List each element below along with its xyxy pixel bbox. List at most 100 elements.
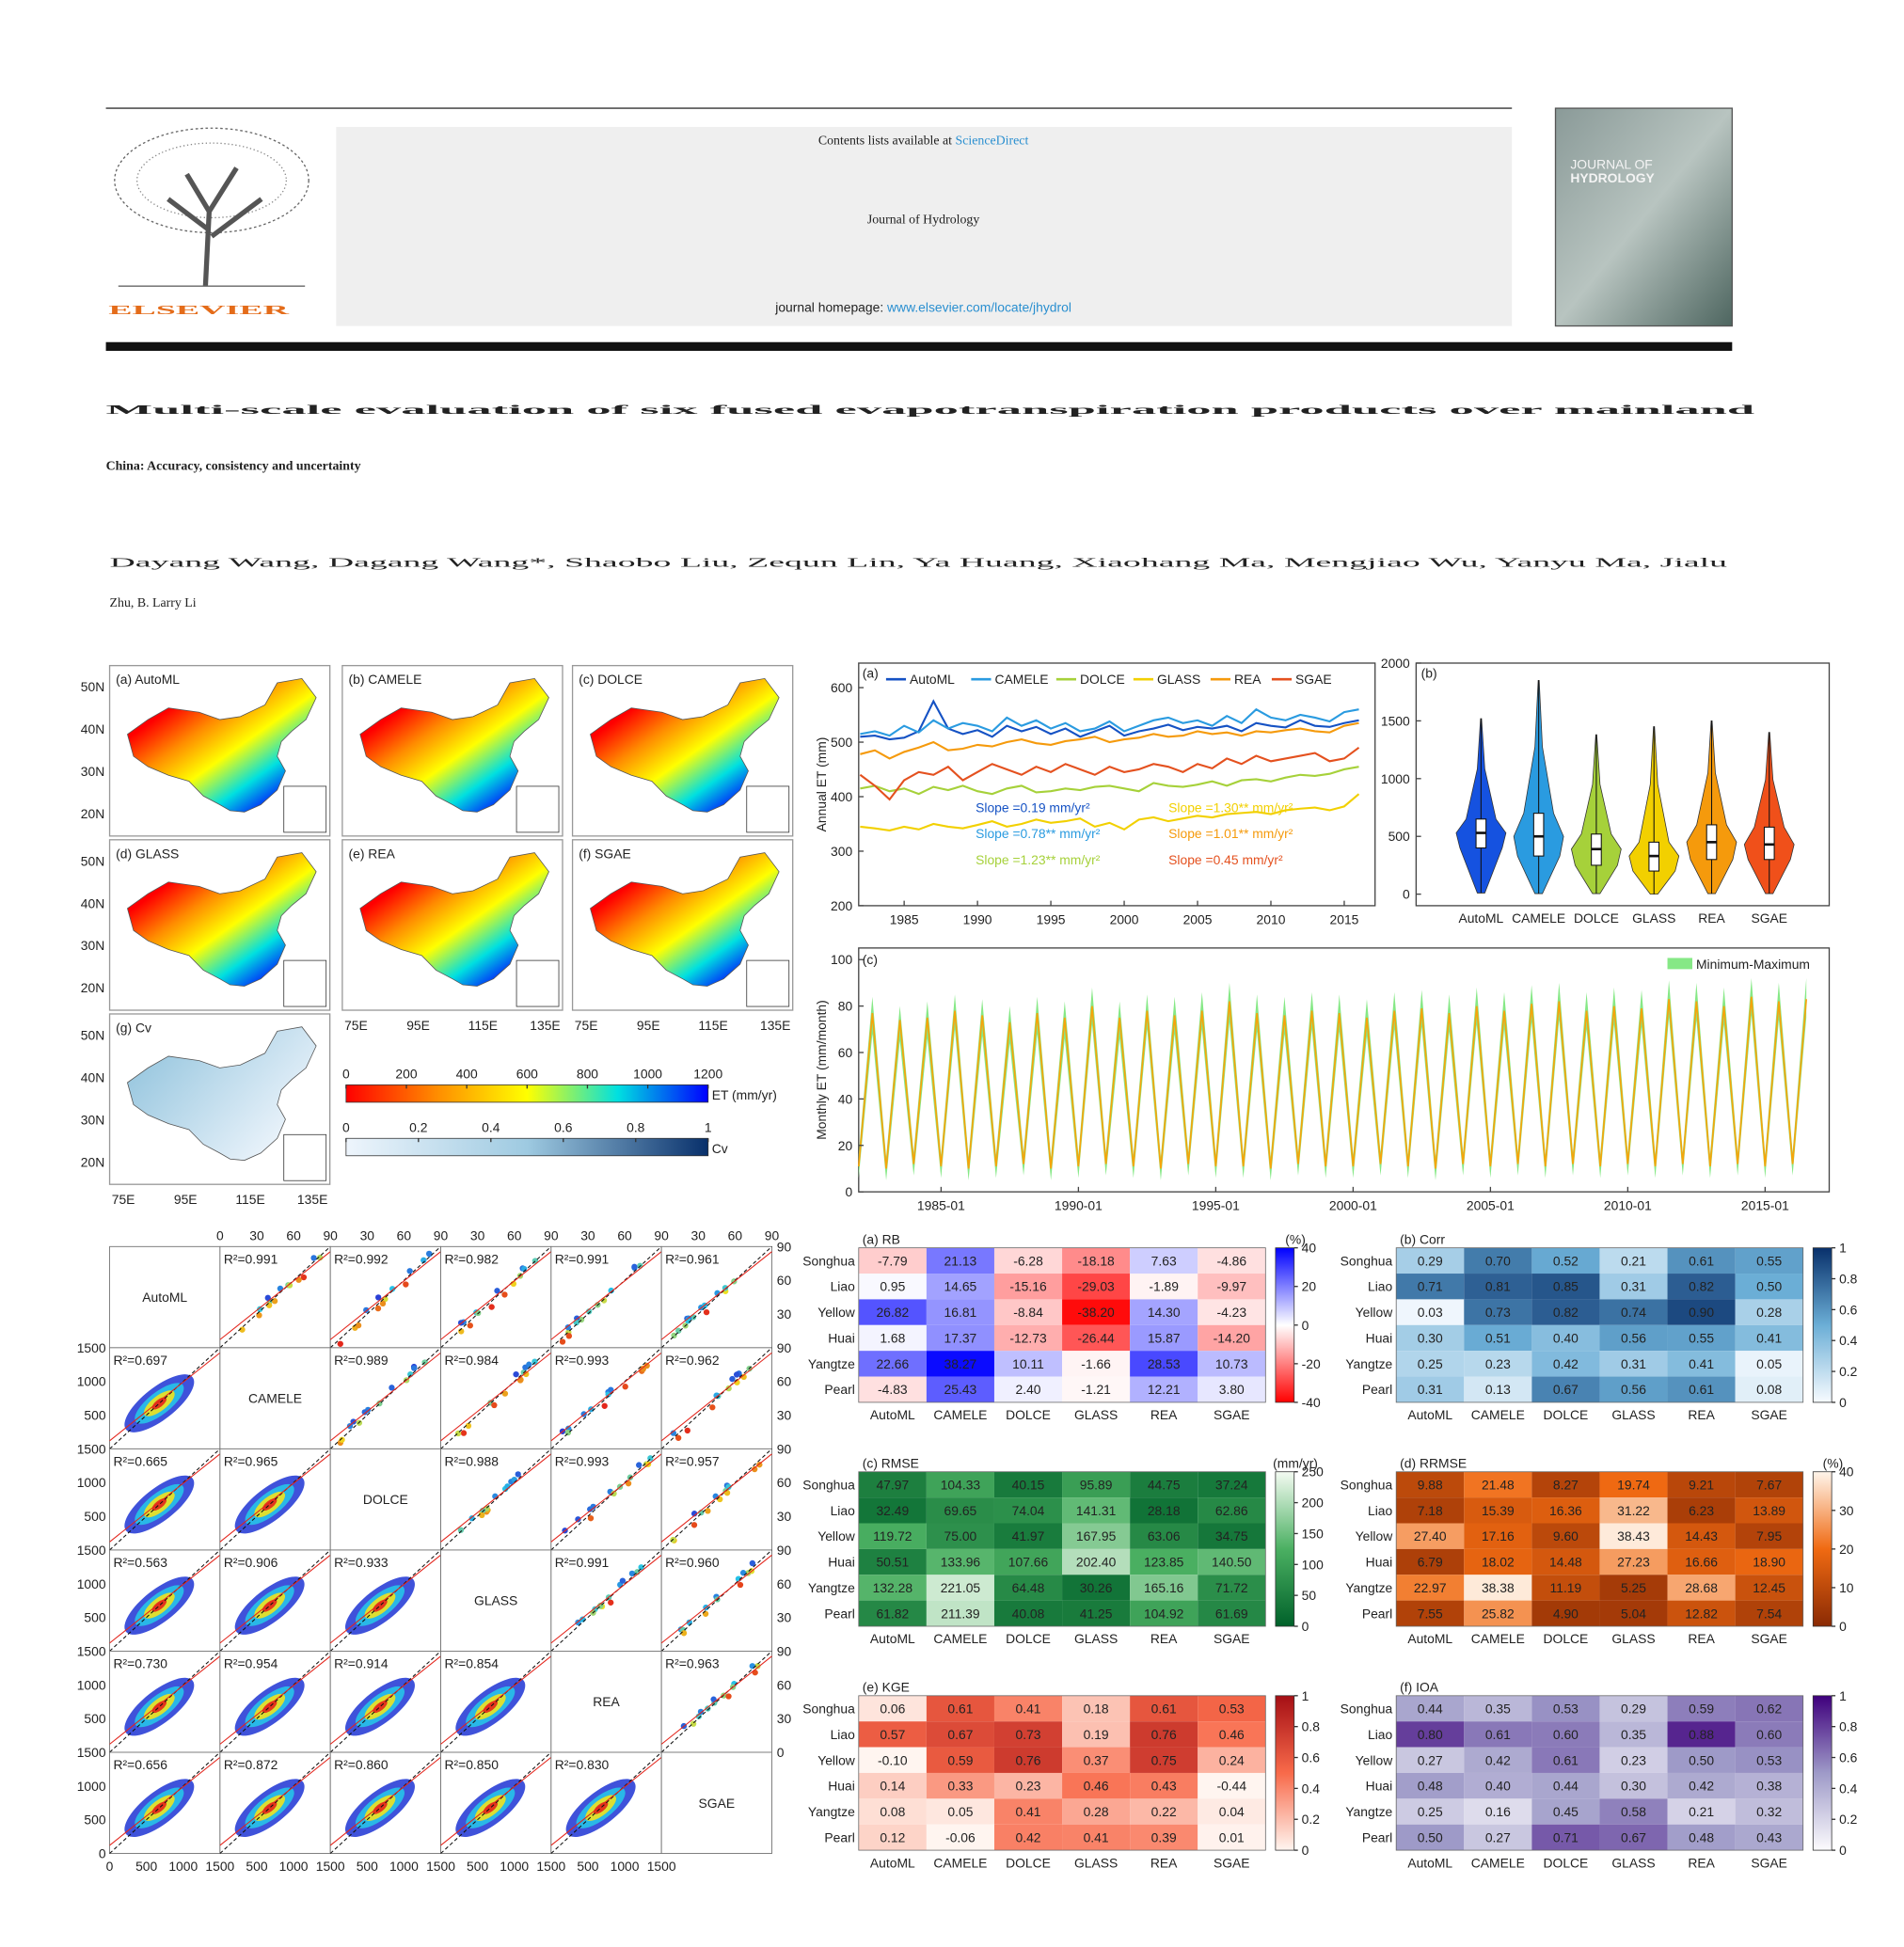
row-label: Songhua [802, 1477, 855, 1492]
cell-value: -12.73 [1009, 1330, 1047, 1345]
fit-line [109, 1756, 221, 1846]
x-tick-label: 1995 [1037, 911, 1066, 926]
heat-cell [1599, 1351, 1668, 1377]
cell-value: 0.53 [1756, 1752, 1782, 1767]
colorbar [345, 1137, 709, 1157]
fit-line [109, 1352, 221, 1442]
cell-value: 0.55 [1756, 1253, 1782, 1268]
column-label: AutoML [870, 1631, 915, 1646]
heat-cell [1599, 1695, 1668, 1722]
fit-line [660, 1453, 772, 1543]
cell-value: 104.33 [941, 1477, 981, 1492]
heat-cell [1198, 1471, 1266, 1498]
scatter-dot [749, 1559, 756, 1567]
cell-value: 0.44 [1553, 1779, 1579, 1794]
cell-value: 0.41 [1689, 1356, 1714, 1371]
heat-cell [1531, 1324, 1600, 1352]
heat-cell [926, 1351, 994, 1377]
cell-value: 0.40 [1485, 1779, 1511, 1794]
y-tick-label: 1500 [77, 1340, 106, 1355]
sciencedirect-link[interactable]: ScienceDirect [956, 134, 1029, 148]
lat-tick-label: 20N [81, 1154, 104, 1169]
x-tick-label: 60 [507, 1227, 522, 1243]
scatter-dot [684, 1427, 690, 1434]
violin-box [1532, 813, 1545, 857]
column-label: CAMELE [1471, 1631, 1525, 1646]
heat-cell [926, 1471, 994, 1498]
homepage-url[interactable]: www.elsevier.com/locate/jhydrol [886, 300, 1071, 315]
cell-value: 74.04 [1012, 1503, 1045, 1518]
legend-label: AutoML [910, 672, 955, 687]
heat-cell [1130, 1721, 1198, 1748]
scatter-dot [695, 1713, 703, 1719]
y-tick-label: 500 [831, 735, 852, 750]
cell-value: 18.02 [1482, 1555, 1515, 1570]
cell-value: 0.50 [1756, 1279, 1782, 1294]
scatter-dot [515, 1471, 521, 1478]
fit-line [550, 1453, 662, 1543]
heat-cell [858, 1351, 927, 1377]
scatter-dot [355, 1322, 362, 1329]
cell-value: 0.42 [1553, 1356, 1579, 1371]
legend-label: DOLCE [1080, 672, 1125, 687]
column-label: AutoML [1407, 1631, 1452, 1646]
slope-annotation: Slope =0.19 mm/yr² [976, 799, 1090, 815]
fit-line [440, 1756, 552, 1846]
cell-value: 0.71 [1418, 1279, 1443, 1294]
heat-cell [926, 1600, 994, 1627]
cell-value: 0.44 [1418, 1702, 1443, 1717]
x-tick-label: 1000 [611, 1859, 640, 1874]
row-label: Yellow [1356, 1528, 1394, 1543]
x-tick-label: 1000 [279, 1859, 309, 1874]
cell-value: 0.01 [1219, 1829, 1245, 1844]
one-to-one-line [660, 1347, 772, 1449]
one-to-one-line [109, 1751, 221, 1854]
cell-value: 1.68 [880, 1330, 905, 1345]
cell-value: -6.28 [1013, 1253, 1043, 1268]
cell-value: 133.96 [941, 1555, 981, 1570]
heat-cell [1531, 1548, 1600, 1575]
lon-tick-label: 115E [468, 1018, 498, 1033]
one-to-one-line [440, 1448, 552, 1551]
heat-cell [1667, 1747, 1736, 1773]
cell-value: -29.03 [1077, 1279, 1115, 1294]
heat-cell [926, 1247, 994, 1274]
heat-cell [1464, 1747, 1532, 1773]
column-label: GLASS [1611, 1855, 1655, 1870]
one-to-one-line [660, 1651, 772, 1753]
y-tick-label: 90 [777, 1543, 792, 1558]
heat-cell [926, 1376, 994, 1402]
scatter-dot [697, 1708, 705, 1716]
heat-cell [1198, 1824, 1266, 1851]
heat-cell [1062, 1575, 1131, 1601]
fit-line [660, 1554, 772, 1644]
r2-label: R²=0.992 [334, 1252, 389, 1267]
cell-value: 0.70 [1485, 1253, 1511, 1268]
heat-cell [1396, 1274, 1465, 1300]
cell-value: 0.32 [1756, 1804, 1782, 1819]
product-name: SGAE [699, 1796, 736, 1811]
lat-tick-label: 40N [81, 1069, 104, 1084]
cell-value: 0.08 [1756, 1382, 1782, 1397]
column-label: REA [1688, 1407, 1715, 1422]
cover-title: HYDROLOGY [1570, 170, 1655, 185]
heat-cell [1735, 1575, 1803, 1601]
colorbar-tick-label: 0.6 [1839, 1750, 1858, 1765]
heat-cell [1667, 1721, 1736, 1748]
colorbar-tick-label: 40 [1839, 1464, 1854, 1480]
cell-value: 0.59 [1689, 1702, 1714, 1717]
y-tick-label: 40 [838, 1091, 853, 1106]
cell-value: 18.90 [1753, 1555, 1785, 1570]
cell-value: 27.23 [1617, 1555, 1650, 1570]
scatter-dot [703, 1308, 710, 1316]
heat-cell [1130, 1471, 1198, 1498]
heat-cell [1062, 1747, 1131, 1773]
row-label: Yellow [1356, 1752, 1394, 1767]
unit-label: (%) [1823, 1455, 1844, 1470]
scatter-dot [264, 1294, 271, 1302]
cell-value: 38.43 [1617, 1528, 1650, 1543]
series-line [860, 721, 1359, 760]
heat-cell [1198, 1772, 1266, 1799]
cell-value: 202.40 [1076, 1555, 1117, 1570]
x-tick-label: 1000 [389, 1859, 419, 1874]
